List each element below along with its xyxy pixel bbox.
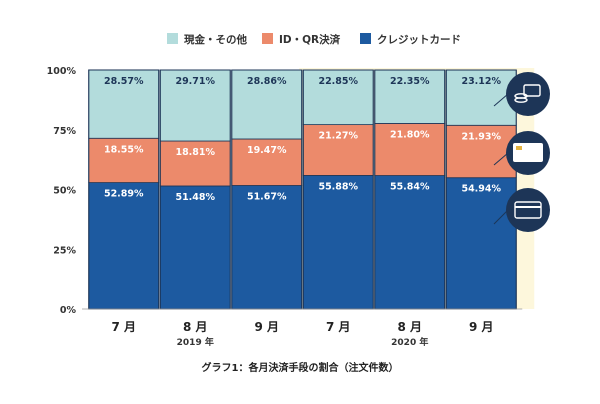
y-tick-label: 100% bbox=[47, 66, 77, 77]
legend-swatch bbox=[360, 33, 371, 44]
bar-segment bbox=[88, 182, 160, 310]
data-label: 28.86% bbox=[247, 76, 287, 87]
x-tick-label: 7 月 bbox=[111, 320, 136, 334]
bar-segment bbox=[445, 69, 517, 126]
data-label: 51.48% bbox=[175, 192, 215, 203]
data-label: 18.55% bbox=[104, 144, 144, 155]
year-label: 2020 年 bbox=[391, 336, 428, 348]
data-label: 29.71% bbox=[175, 76, 215, 87]
bar-segment bbox=[88, 137, 160, 183]
legend-swatch bbox=[167, 33, 178, 44]
x-tick-label: 9 月 bbox=[254, 320, 279, 334]
y-tick-label: 0% bbox=[60, 305, 77, 316]
card-shape-icon bbox=[523, 84, 541, 97]
legend-label: 現金・その他 bbox=[184, 33, 247, 46]
x-tick-label: 8 月 bbox=[183, 320, 208, 334]
card-chip-icon bbox=[516, 146, 522, 150]
legend-label: ID・QR決済 bbox=[279, 33, 341, 46]
data-label: 21.93% bbox=[461, 131, 501, 142]
bar-segment bbox=[302, 175, 374, 310]
data-label: 22.85% bbox=[318, 76, 358, 87]
icon-leader-line bbox=[493, 93, 509, 107]
coin-shape-icon bbox=[514, 97, 528, 103]
data-label: 51.67% bbox=[247, 192, 287, 203]
x-tick-label: 8 月 bbox=[397, 320, 422, 334]
data-label: 19.47% bbox=[247, 145, 287, 156]
icon-leader-line bbox=[493, 209, 509, 225]
credit-card-icon bbox=[506, 188, 550, 232]
y-tick-label: 75% bbox=[53, 126, 76, 137]
data-label: 55.84% bbox=[390, 182, 430, 193]
bar-segment bbox=[159, 140, 231, 187]
bar-segment bbox=[374, 175, 446, 310]
icon-leader-line bbox=[493, 152, 509, 166]
data-label: 22.35% bbox=[390, 76, 430, 87]
x-tick-label: 7 月 bbox=[326, 320, 351, 334]
y-tick-label: 50% bbox=[53, 186, 76, 197]
bar-segment bbox=[159, 185, 231, 310]
bar-segment bbox=[159, 69, 231, 142]
data-label: 21.27% bbox=[318, 131, 358, 142]
y-tick-label: 25% bbox=[53, 245, 76, 256]
data-label: 28.57% bbox=[104, 76, 144, 87]
credit-card-shape-icon bbox=[514, 201, 542, 219]
chart-caption: グラフ1：各月決済手段の割合（注文件数） bbox=[202, 361, 399, 374]
year-label: 2019 年 bbox=[177, 336, 214, 348]
data-label: 54.94% bbox=[461, 184, 501, 195]
bar-segment bbox=[231, 185, 303, 310]
data-label: 52.89% bbox=[104, 189, 144, 200]
data-label: 23.12% bbox=[461, 76, 501, 87]
data-label: 18.81% bbox=[175, 147, 215, 158]
coins-card-icon bbox=[506, 72, 550, 116]
data-label: 21.80% bbox=[390, 129, 430, 140]
x-tick-label: 9 月 bbox=[469, 320, 494, 334]
data-label: 55.88% bbox=[318, 181, 358, 192]
bar-segment bbox=[445, 177, 517, 310]
pay-card-shape-icon bbox=[513, 143, 543, 162]
legend-swatch bbox=[262, 33, 273, 44]
legend-label: クレジットカード bbox=[377, 34, 461, 46]
